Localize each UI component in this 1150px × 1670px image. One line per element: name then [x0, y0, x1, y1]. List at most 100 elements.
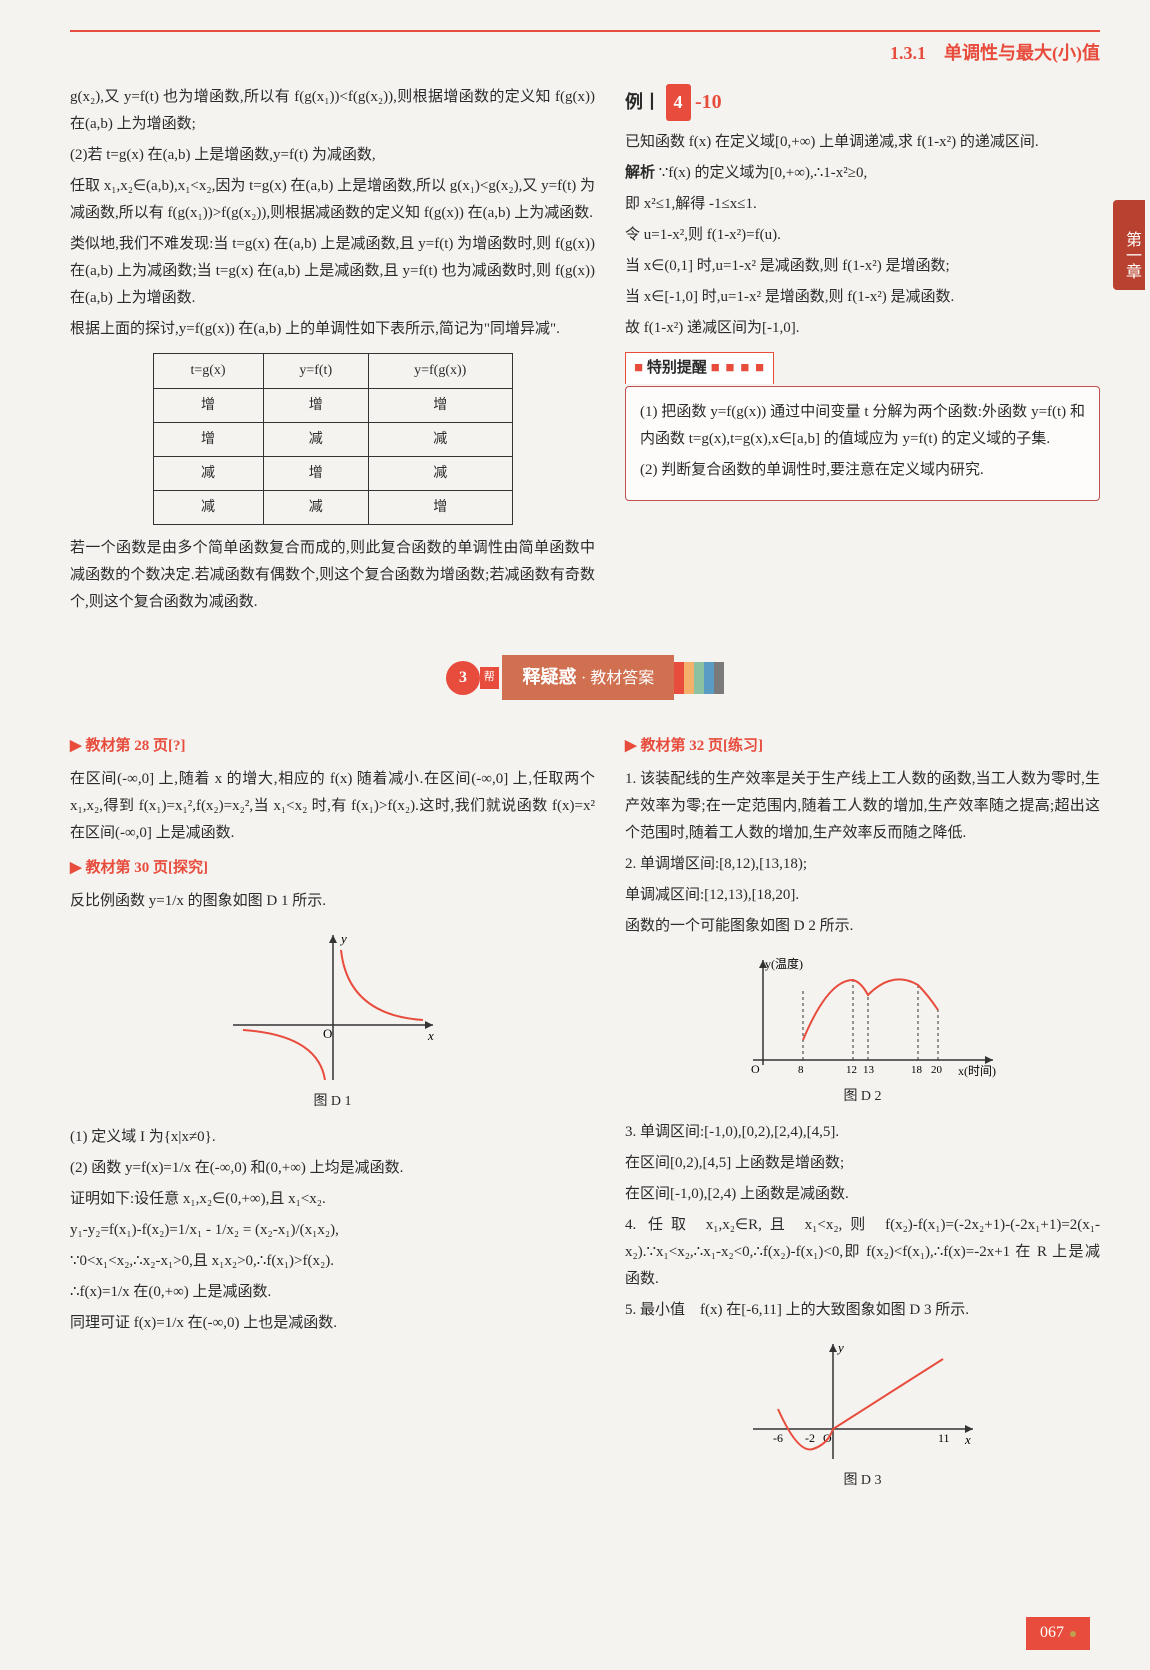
x-axis-label: x(时间) — [958, 1064, 996, 1078]
para: 4. 任取 x₁,x₂∈R,且 x₁<x₂,则 f(x₂)-f(x₁)=(-2x… — [625, 1212, 1100, 1293]
para: 证明如下:设任意 x₁,x₂∈(0,+∞),且 x₁<x₂. — [70, 1186, 595, 1213]
origin-label: O — [323, 1026, 332, 1041]
lower-left-column: ▶教材第 28 页[?] 在区间(-∞,0] 上,随着 x 的增大,相应的 f(… — [70, 725, 595, 1503]
sol: 当 x∈(0,1] 时,u=1-x² 是减函数,则 f(1-x²) 是增函数; — [625, 253, 1100, 280]
th: y=f(g(x)) — [368, 354, 512, 388]
td: 增 — [263, 456, 368, 490]
svg-text:O: O — [751, 1062, 760, 1076]
svg-text:-2: -2 — [805, 1431, 815, 1445]
example-number-box: 4 — [666, 84, 691, 120]
para: 在区间[-1,0),[2,4) 上函数是减函数. — [625, 1181, 1100, 1208]
stripe — [704, 662, 714, 694]
banner-main: 释疑惑 · 教材答案 — [502, 655, 674, 700]
example-header: 例丨 4 -10 — [625, 84, 722, 120]
banner-badge-sm: 帮 — [480, 667, 499, 689]
svg-text:y: y — [836, 1340, 844, 1355]
triangle-icon: ▶ — [70, 860, 82, 876]
textbook-ref: ▶教材第 32 页[练习] — [625, 733, 1100, 760]
tip-box: (1) 把函数 y=f(g(x)) 通过中间变量 t 分解为两个函数:外函数 y… — [625, 386, 1100, 501]
sol: 当 x∈[-1,0] 时,u=1-x² 是增函数,则 f(1-x²) 是减函数. — [625, 284, 1100, 311]
lower-two-column: ▶教材第 28 页[?] 在区间(-∞,0] 上,随着 x 的增大,相应的 f(… — [70, 725, 1100, 1503]
para: 若一个函数是由多个简单函数复合而成的,则此复合函数的单调性由简单函数中减函数的个… — [70, 535, 595, 616]
sol: 即 x²≤1,解得 -1≤x≤1. — [625, 191, 1100, 218]
svg-text:20: 20 — [931, 1064, 943, 1076]
svg-text:8: 8 — [798, 1064, 804, 1076]
para: (2)若 t=g(x) 在(a,b) 上是增函数,y=f(t) 为减函数, — [70, 142, 595, 169]
td: 增 — [153, 388, 263, 422]
y-axis-label: y(温度) — [765, 956, 803, 971]
para: (1) 定义域 I 为{x|x≠0}. — [70, 1124, 595, 1151]
banner-badge: 3 — [446, 661, 480, 695]
temperature-graph: y(温度) x(时间) O 8 12 13 18 20 — [723, 950, 1003, 1080]
para: g(x₂),又 y=f(t) 也为增函数,所以有 f(g(x₁))<f(g(x₂… — [70, 84, 595, 138]
piecewise-graph: y x -6 -2 O 11 — [743, 1334, 983, 1464]
example-label: 例 — [625, 92, 643, 112]
para: 在区间(-∞,0] 上,随着 x 的增大,相应的 f(x) 随着减小.在区间(-… — [70, 766, 595, 847]
para: ∴f(x)=1/x 在(0,+∞) 上是减函数. — [70, 1279, 595, 1306]
para: 任取 x₁,x₂∈(a,b),x₁<x₂,因为 t=g(x) 在(a,b) 上是… — [70, 173, 595, 227]
stripe — [714, 662, 724, 694]
th: y=f(t) — [263, 354, 368, 388]
svg-text:18: 18 — [911, 1064, 923, 1076]
td: 增 — [368, 491, 512, 525]
svg-text:13: 13 — [863, 1064, 875, 1076]
para: 同理可证 f(x)=1/x 在(-∞,0) 上也是减函数. — [70, 1310, 595, 1337]
example-dash: -10 — [695, 91, 722, 113]
para: ∵0<x₁<x₂,∴x₂-x₁>0,且 x₁x₂>0,∴f(x₁)>f(x₂). — [70, 1248, 595, 1275]
chapter-tab: 第一章 — [1113, 200, 1145, 290]
td: 减 — [153, 491, 263, 525]
para: 2. 单调增区间:[8,12),[13,18); — [625, 851, 1100, 878]
para: 5. 最小值 f(x) 在[-6,11] 上的大致图象如图 D 3 所示. — [625, 1297, 1100, 1324]
tip-header: ■ 特别提醒 ■ ■ ■ ■ — [625, 352, 774, 384]
para: 类似地,我们不难发现:当 t=g(x) 在(a,b) 上是减函数,且 y=f(t… — [70, 231, 595, 312]
sol: 令 u=1-x²,则 f(1-x²)=f(u). — [625, 222, 1100, 249]
stripe — [694, 662, 704, 694]
chart-label: 图 D 3 — [625, 1468, 1100, 1493]
banner-sub: · 教材答案 — [581, 670, 654, 687]
para: 在区间[0,2),[4,5] 上函数是增函数; — [625, 1150, 1100, 1177]
tip-squares: ■ ■ ■ ■ — [711, 360, 766, 376]
sol: 故 f(1-x²) 递减区间为[-1,0]. — [625, 315, 1100, 342]
para: y₁-y₂=f(x₁)-f(x₂)=1/x₁ - 1/x₂ = (x₂-x₁)/… — [70, 1217, 595, 1244]
page-header: 1.3.1 单调性与最大(小)值 — [70, 30, 1100, 69]
para: 函数的一个可能图象如图 D 2 所示. — [625, 913, 1100, 940]
section-banner: 3 帮 释疑惑 · 教材答案 — [70, 655, 1100, 700]
monotonicity-table: t=g(x) y=f(t) y=f(g(x)) 增 增 增 增 减 减 减 增 … — [153, 353, 513, 525]
solution-line: 解析 ∵f(x) 的定义域为[0,+∞),∴1-x²≥0, — [625, 160, 1100, 187]
td: 增 — [263, 388, 368, 422]
upper-left-column: g(x₂),又 y=f(t) 也为增函数,所以有 f(g(x₁))<f(g(x₂… — [70, 84, 595, 620]
tip-item: (2) 判断复合函数的单调性时,要注意在定义域内研究. — [640, 457, 1085, 484]
upper-two-column: g(x₂),又 y=f(t) 也为增函数,所以有 f(g(x₁))<f(g(x₂… — [70, 84, 1100, 620]
upper-right-column: 例丨 4 -10 已知函数 f(x) 在定义域[0,+∞) 上单调递减,求 f(… — [625, 84, 1100, 620]
example-question: 已知函数 f(x) 在定义域[0,+∞) 上单调递减,求 f(1-x²) 的递减… — [625, 129, 1100, 156]
para: 单调减区间:[12,13),[18,20]. — [625, 882, 1100, 909]
tip-item: (1) 把函数 y=f(g(x)) 通过中间变量 t 分解为两个函数:外函数 y… — [640, 399, 1085, 453]
td: 减 — [368, 422, 512, 456]
td: 减 — [368, 456, 512, 490]
stripe — [674, 662, 684, 694]
stripe — [684, 662, 694, 694]
textbook-ref: ▶教材第 28 页[?] — [70, 733, 595, 760]
banner-main-text: 释疑惑 — [522, 667, 576, 687]
y-axis-label: y — [339, 931, 347, 946]
x-axis-label: x — [427, 1028, 434, 1043]
svg-text:11: 11 — [938, 1431, 950, 1445]
solution-label: 解析 — [625, 165, 655, 181]
triangle-icon: ▶ — [70, 738, 82, 754]
page-number: 067 — [1026, 1617, 1090, 1650]
para: 3. 单调区间:[-1,0),[0,2),[2,4),[4,5]. — [625, 1119, 1100, 1146]
svg-text:12: 12 — [846, 1064, 857, 1076]
lower-right-column: ▶教材第 32 页[练习] 1. 该装配线的生产效率是关于生产线上工人数的函数,… — [625, 725, 1100, 1503]
chart-label: 图 D 2 — [625, 1084, 1100, 1109]
tip-section: ■ 特别提醒 ■ ■ ■ ■ (1) 把函数 y=f(g(x)) 通过中间变量 … — [625, 352, 1100, 501]
para: 1. 该装配线的生产效率是关于生产线上工人数的函数,当工人数为零时,生产效率为零… — [625, 766, 1100, 847]
chart-label: 图 D 1 — [70, 1089, 595, 1114]
sol: ∵f(x) 的定义域为[0,+∞),∴1-x²≥0, — [659, 165, 867, 181]
para: 根据上面的探讨,y=f(g(x)) 在(a,b) 上的单调性如下表所示,简记为"… — [70, 316, 595, 343]
td: 减 — [263, 422, 368, 456]
svg-text:-6: -6 — [773, 1431, 783, 1445]
chart-d1: O x y 图 D 1 — [70, 925, 595, 1114]
td: 减 — [263, 491, 368, 525]
chart-d3: y x -6 -2 O 11 图 D 3 — [625, 1334, 1100, 1493]
td: 增 — [368, 388, 512, 422]
